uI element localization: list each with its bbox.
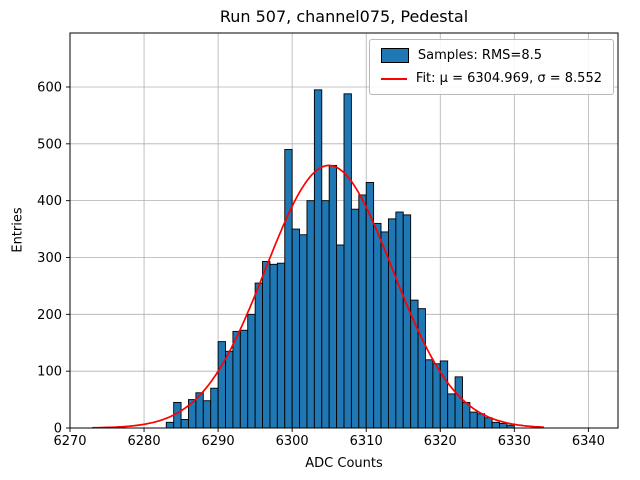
chart-title: Run 507, channel075, Pedestal [219,7,469,26]
legend-item-fit: Fit: μ = 6304.969, σ = 8.552 [380,71,602,86]
legend-label-samples: Samples: RMS=8.5 [417,48,543,63]
legend: Samples: RMS=8.5 Fit: μ = 6304.969, σ = … [368,39,614,95]
svg-text:100: 100 [37,365,62,380]
svg-text:6330: 6330 [498,434,531,449]
y-axis-label: Entries [10,207,26,253]
svg-text:6280: 6280 [128,434,161,449]
histogram-patch-icon [380,48,409,63]
svg-text:6300: 6300 [276,434,309,449]
legend-item-samples: Samples: RMS=8.5 [380,48,602,63]
svg-text:6290: 6290 [202,434,235,449]
svg-text:300: 300 [37,251,62,266]
svg-text:400: 400 [37,194,62,209]
svg-text:6270: 6270 [53,434,86,449]
svg-text:0: 0 [54,422,62,437]
svg-text:6310: 6310 [350,434,383,449]
svg-text:500: 500 [37,137,62,152]
svg-text:6320: 6320 [424,434,457,449]
svg-text:6340: 6340 [572,434,605,449]
x-axis-label: ADC Counts [305,456,383,471]
svg-text:200: 200 [37,308,62,323]
svg-text:600: 600 [37,80,62,95]
fit-line-icon [380,77,407,80]
legend-label-fit: Fit: μ = 6304.969, σ = 8.552 [415,71,602,86]
